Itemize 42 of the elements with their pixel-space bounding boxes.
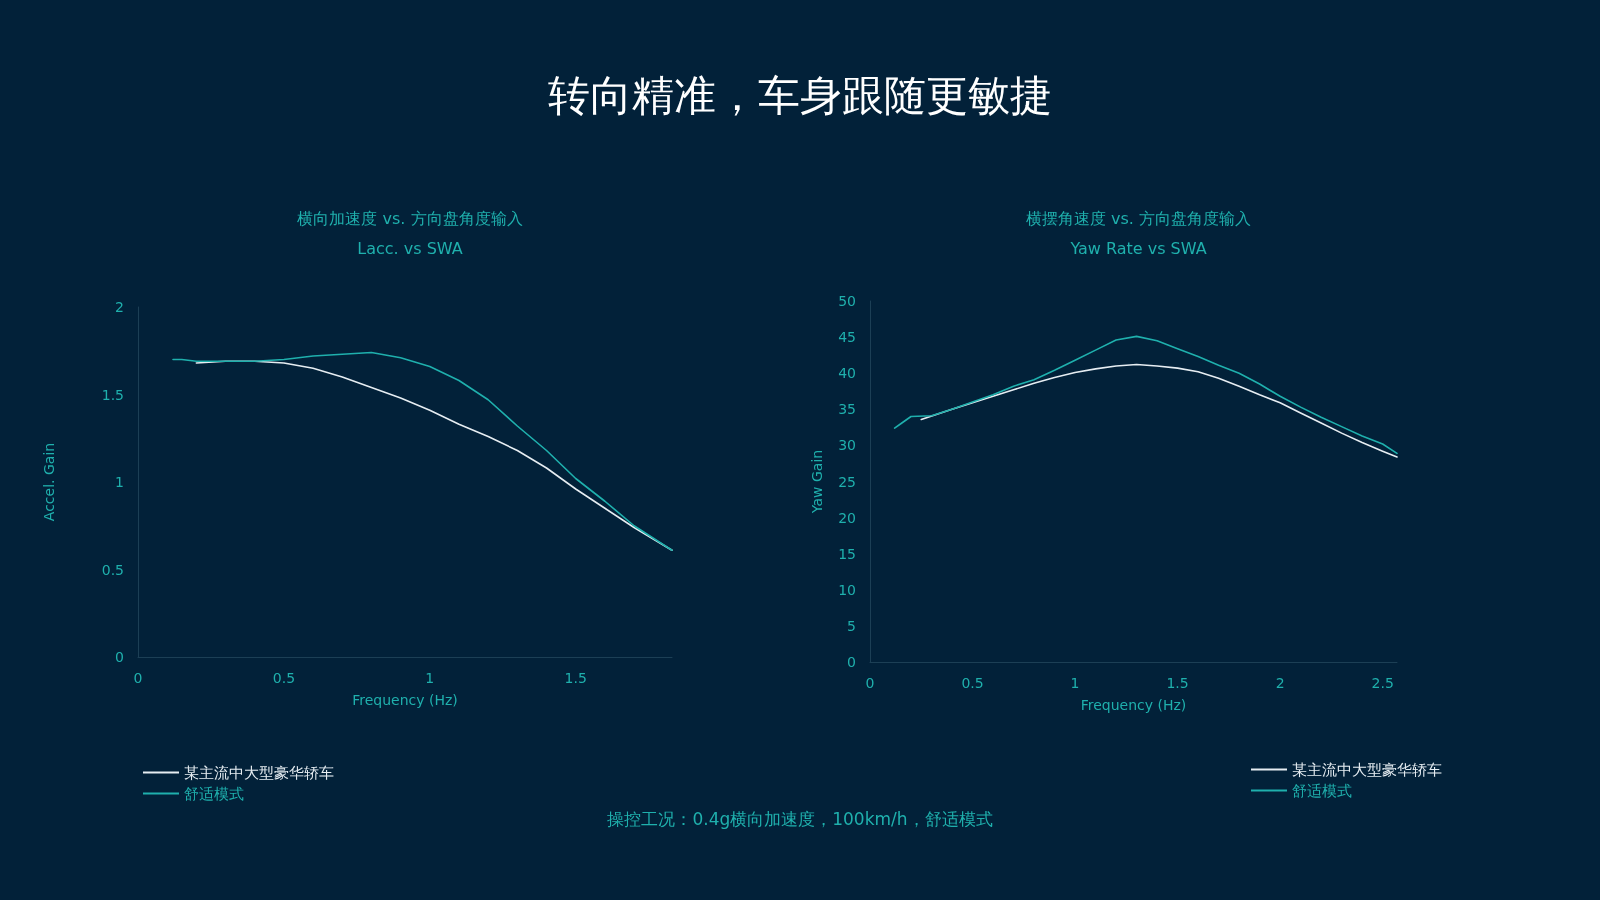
y-tick-label: 35 [838, 401, 856, 418]
chart-title: 横摆角速度 vs. 方向盘角度输入 [1025, 208, 1252, 228]
x-axis-title: Frequency (Hz) [352, 692, 458, 708]
y-tick-label: 20 [838, 509, 856, 526]
x-tick-label: 1 [425, 670, 435, 686]
y-tick-label: 0 [847, 654, 856, 670]
y-tick-label: 5 [847, 617, 856, 634]
y-tick-label: 25 [838, 473, 856, 490]
y-tick-label: 0 [115, 649, 124, 665]
chart-subtitle: Lacc. vs SWA [357, 238, 463, 258]
x-tick-label: 0.5 [272, 670, 296, 686]
y-tick-label: 40 [838, 365, 856, 382]
legend-label: 舒适模式 [184, 784, 244, 803]
x-tick-label: 0.5 [961, 675, 984, 691]
line-series [920, 363, 1398, 458]
x-tick-label: 1.5 [564, 670, 587, 686]
y-tick-label: 10 [838, 581, 856, 598]
y-tick-label: 15 [838, 545, 856, 562]
x-tick-label: 1.5 [1166, 675, 1189, 691]
y-tick-label: 45 [838, 329, 856, 346]
x-tick-label: 0 [865, 675, 875, 691]
y-tick-label: 30 [838, 437, 856, 454]
y-tick-label: 2 [115, 299, 124, 315]
y-tick-label: 0.5 [101, 561, 124, 578]
y-tick-label: 1.5 [101, 386, 124, 403]
legend-label: 某主流中大型豪华轿车 [184, 763, 334, 782]
y-tick-label: 50 [838, 293, 856, 309]
x-tick-label: 2 [1275, 675, 1285, 691]
y-tick-label: 1 [115, 474, 124, 490]
legend-label: 某主流中大型豪华轿车 [1292, 760, 1442, 779]
x-axis-title: Frequency (Hz) [1080, 697, 1187, 713]
x-tick-label: 1 [1070, 675, 1080, 691]
legend-label: 舒适模式 [1292, 781, 1352, 800]
x-tick-label: 0 [133, 670, 143, 686]
x-tick-label: 2.5 [1371, 675, 1394, 691]
text: 转向精准，车身跟随更敏捷 [547, 70, 1053, 122]
chart-subtitle: Yaw Rate vs SWA [1069, 238, 1207, 258]
text: 操控工况：0.4g横向加速度，100km/h，舒适模式 [606, 808, 994, 831]
y-axis-title: Accel. Gain [41, 442, 57, 522]
y-axis-title: Yaw Gain [809, 449, 825, 515]
line-series [893, 335, 1398, 455]
chart-title: 横向加速度 vs. 方向盘角度输入 [297, 208, 523, 228]
